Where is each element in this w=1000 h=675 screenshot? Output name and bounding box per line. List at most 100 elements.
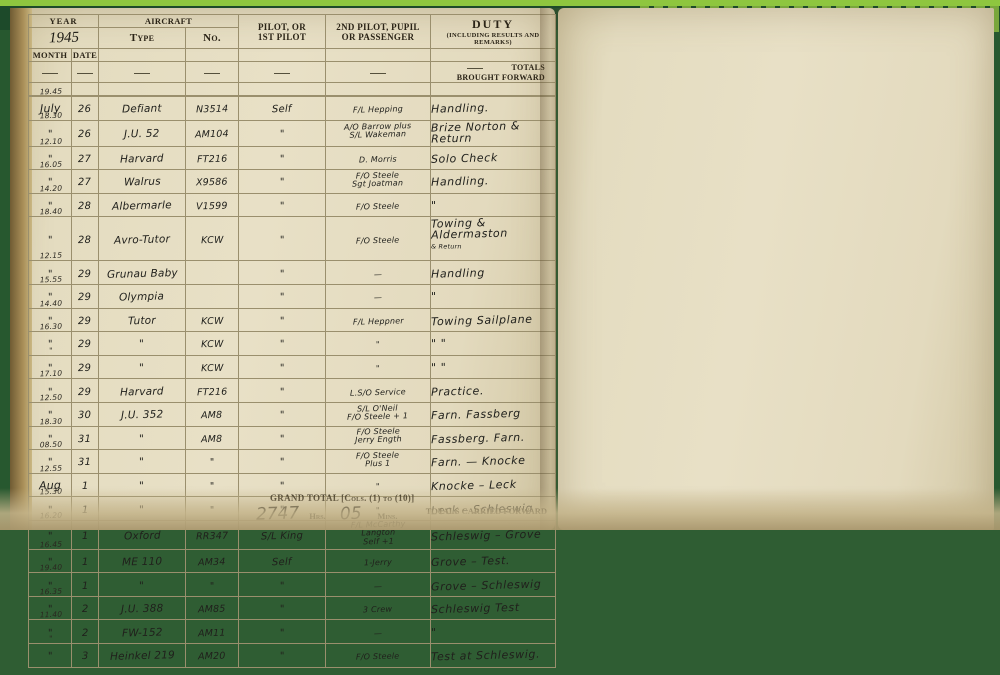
header-duty: DUTY (INCLUDING RESULTS AND REMARKS): [430, 14, 556, 49]
entry-date: 26: [71, 119, 99, 147]
logbook-entry-row[interactable]: 18.40 " 28 Avro-Tutor KCW " F/O Steele Towing &…: [28, 207, 556, 262]
dash-second: [370, 72, 386, 74]
entry-aircraft-type: Tutor: [98, 307, 186, 333]
entry-type-value: Tutor: [127, 314, 157, 328]
entry-aircraft-no: [185, 283, 239, 309]
entry-aircraft-type: Harvard: [98, 378, 186, 403]
entry-aircraft-no: FT216: [185, 145, 239, 171]
entry-second-value: F/O Steele Jerry Ength: [354, 426, 402, 446]
entry-date: 1: [71, 519, 99, 550]
entry-pilot: ": [238, 595, 326, 621]
entry-month: " ": [28, 346, 72, 380]
logbook-entry-row[interactable]: 15.55 " 29 Olympia " — ": [28, 275, 556, 309]
entry-duty-value: Grove – Schleswig: [430, 577, 542, 594]
entry-second-pilot: F/L Heppner: [325, 307, 431, 333]
entry-date-value: 1: [81, 504, 89, 516]
logbook-entry-row[interactable]: 14.20 " 28 Albermarle V1599 " F/O Steele ": [28, 183, 556, 218]
logbook-entry-row[interactable]: 12.10 " 27 Harvard FT216 " D. Morris Solo Check: [28, 136, 556, 171]
totals-brought-forward-label: TOTALS BROUGHT FORWARD: [456, 63, 545, 82]
entry-no-value: KCW: [200, 339, 224, 351]
entry-type-value: Harvard: [120, 152, 164, 166]
entry-date: 27: [71, 169, 99, 194]
entry-aircraft-type: ": [98, 449, 186, 474]
entry-pilot-value: ": [279, 362, 285, 375]
entry-duty: Towing Sailplane: [430, 307, 556, 333]
entry-pilot-value: ": [279, 315, 285, 327]
logbook-entry-row[interactable]: 16.20 " 1 Oxford RR347 S/L King F/L McCarthy La…: [28, 511, 556, 550]
logbook-entry-row[interactable]: 19.45 July 26 Defiant N3514 Self F/L Hepping Ha…: [28, 87, 556, 121]
entry-duty: Handling: [430, 260, 556, 285]
entry-pilot-value: ": [279, 339, 285, 351]
entry-aircraft-no: AM85: [185, 595, 239, 621]
entry-pilot-value: ": [279, 268, 285, 280]
logbook-entry-row[interactable]: 11.40 " 2 FW-152 AM11 " — ": [28, 610, 556, 645]
entry-aircraft-no: KCW: [185, 216, 239, 262]
entry-second-value: F/O Steele: [356, 201, 400, 212]
logbook-entry-row[interactable]: 16.30 " 29 " KCW " " " ": [28, 322, 556, 356]
entry-second-pilot: 1-Jerry: [325, 548, 431, 574]
logbook-entry-row[interactable]: 16.35 " 2 J.U. 388 AM85 " 3 Crew Schleswig Test: [28, 586, 556, 621]
entry-aircraft-no: N3514: [185, 96, 239, 121]
entry-pilot: ": [238, 401, 326, 427]
entry-aircraft-type: Albermarle: [98, 192, 186, 218]
entry-aircraft-no: AM34: [185, 548, 239, 574]
entry-pilot: ": [238, 216, 326, 262]
entry-date: 27: [71, 145, 99, 171]
entry-pilot-value: ": [279, 580, 285, 592]
entry-pilot: ": [238, 425, 326, 451]
entry-no-value: ": [209, 457, 215, 469]
entry-pilot-value: ": [279, 410, 285, 422]
logbook-entry-row[interactable]: 18.30 " 31 " AM8 " F/O Steele Jerry Ength Fassbe…: [28, 416, 556, 451]
entry-second-value: —: [373, 269, 383, 279]
entry-duty: Solo Check: [430, 145, 556, 171]
entry-pilot-value: ": [279, 433, 285, 445]
entry-pilot: ": [238, 192, 326, 218]
entry-second-value: F/O Steele: [356, 651, 400, 662]
logbook-entry-row[interactable]: 17.10 " 29 Harvard FT216 " L.S/O Service Practi…: [28, 369, 556, 403]
entry-pilot: ": [238, 378, 326, 403]
entry-second-pilot: F/O Steele: [325, 216, 431, 262]
logbook-entry-row[interactable]: 08.50 " 31 " " " F/O Steele Plus 1 Farn. — Knock…: [28, 440, 556, 474]
entry-no-value: AM8: [201, 433, 223, 446]
entry-aircraft-no: V1599: [185, 192, 239, 218]
entry-second-pilot: —: [325, 283, 431, 309]
entry-second-value: ": [375, 340, 381, 350]
entry-pilot: ": [238, 449, 326, 474]
entry-duty: Brize Norton & Return: [430, 119, 556, 147]
entry-date: 3: [71, 643, 99, 668]
entry-pilot-value: ": [279, 480, 285, 493]
logbook-entry-row[interactable]: 19.40 " 1 " " " — Grove – Schleswig: [28, 563, 556, 597]
entry-second-pilot: F/O Steele: [325, 192, 431, 218]
header-second-pilot: 2ND PILOT, PUPIL OR PASSENGER: [325, 14, 431, 49]
entry-duty: Towing & Aldermaston& Return: [430, 216, 556, 262]
entry-duty: Farn. — Knocke: [430, 449, 556, 474]
logbook-entry-row[interactable]: " " 29 " KCW " " " ": [28, 346, 556, 380]
entry-duty-value: Solo Check: [430, 151, 499, 166]
mins-label: Mins.: [377, 511, 398, 521]
entry-date: 1: [71, 548, 99, 574]
entry-aircraft-type: Olympia: [98, 283, 186, 309]
entry-date-value: 26: [78, 104, 92, 116]
logbook-entry-row[interactable]: 16.45 " 1 ME 110 AM34 Self 1-Jerry Grove – Test…: [28, 539, 556, 574]
logbook-entry-row[interactable]: 12.50 " 30 J.U. 352 AM8 " S/L O'Neil F/O Steele…: [28, 393, 556, 427]
entry-no-value: RR347: [195, 530, 229, 543]
entry-duty: Handling.: [430, 169, 556, 194]
logbook-entry-row[interactable]: 16.05 " 27 Walrus X9586 " F/O Steele Sgt Joatma…: [28, 160, 556, 194]
logbook-entry-row[interactable]: 14.40 " 29 Tutor KCW " F/L Heppner Towing Sailp…: [28, 298, 556, 333]
entry-duty: ": [430, 192, 556, 218]
entry-date-value: 28: [78, 200, 92, 213]
entry-aircraft-no: AM11: [185, 619, 239, 645]
entry-pilot-value: ": [279, 386, 285, 398]
entry-pilot: ": [238, 145, 326, 171]
entry-pilot-value: ": [279, 201, 285, 213]
logbook-entry-row[interactable]: 18.30 " 26 J.U. 52 AM104 " A/O Barrow plus S/L …: [28, 110, 556, 147]
logbook-entry-row[interactable]: " " 3 Heinkel 219 AM20 " F/O Steele Test at Sch…: [28, 634, 556, 668]
entry-aircraft-no: KCW: [185, 331, 239, 356]
header-type: Type: [98, 27, 186, 49]
entry-aircraft-type: ": [98, 496, 186, 521]
entry-date-value: 31: [78, 433, 92, 445]
entry-pilot: ": [238, 119, 326, 147]
logbook-entry-row[interactable]: 12.15 " 29 Grunau Baby " — Handling: [28, 251, 556, 285]
entry-duty-value: Handling.: [430, 101, 490, 117]
entry-aircraft-no: AM8: [185, 401, 239, 427]
